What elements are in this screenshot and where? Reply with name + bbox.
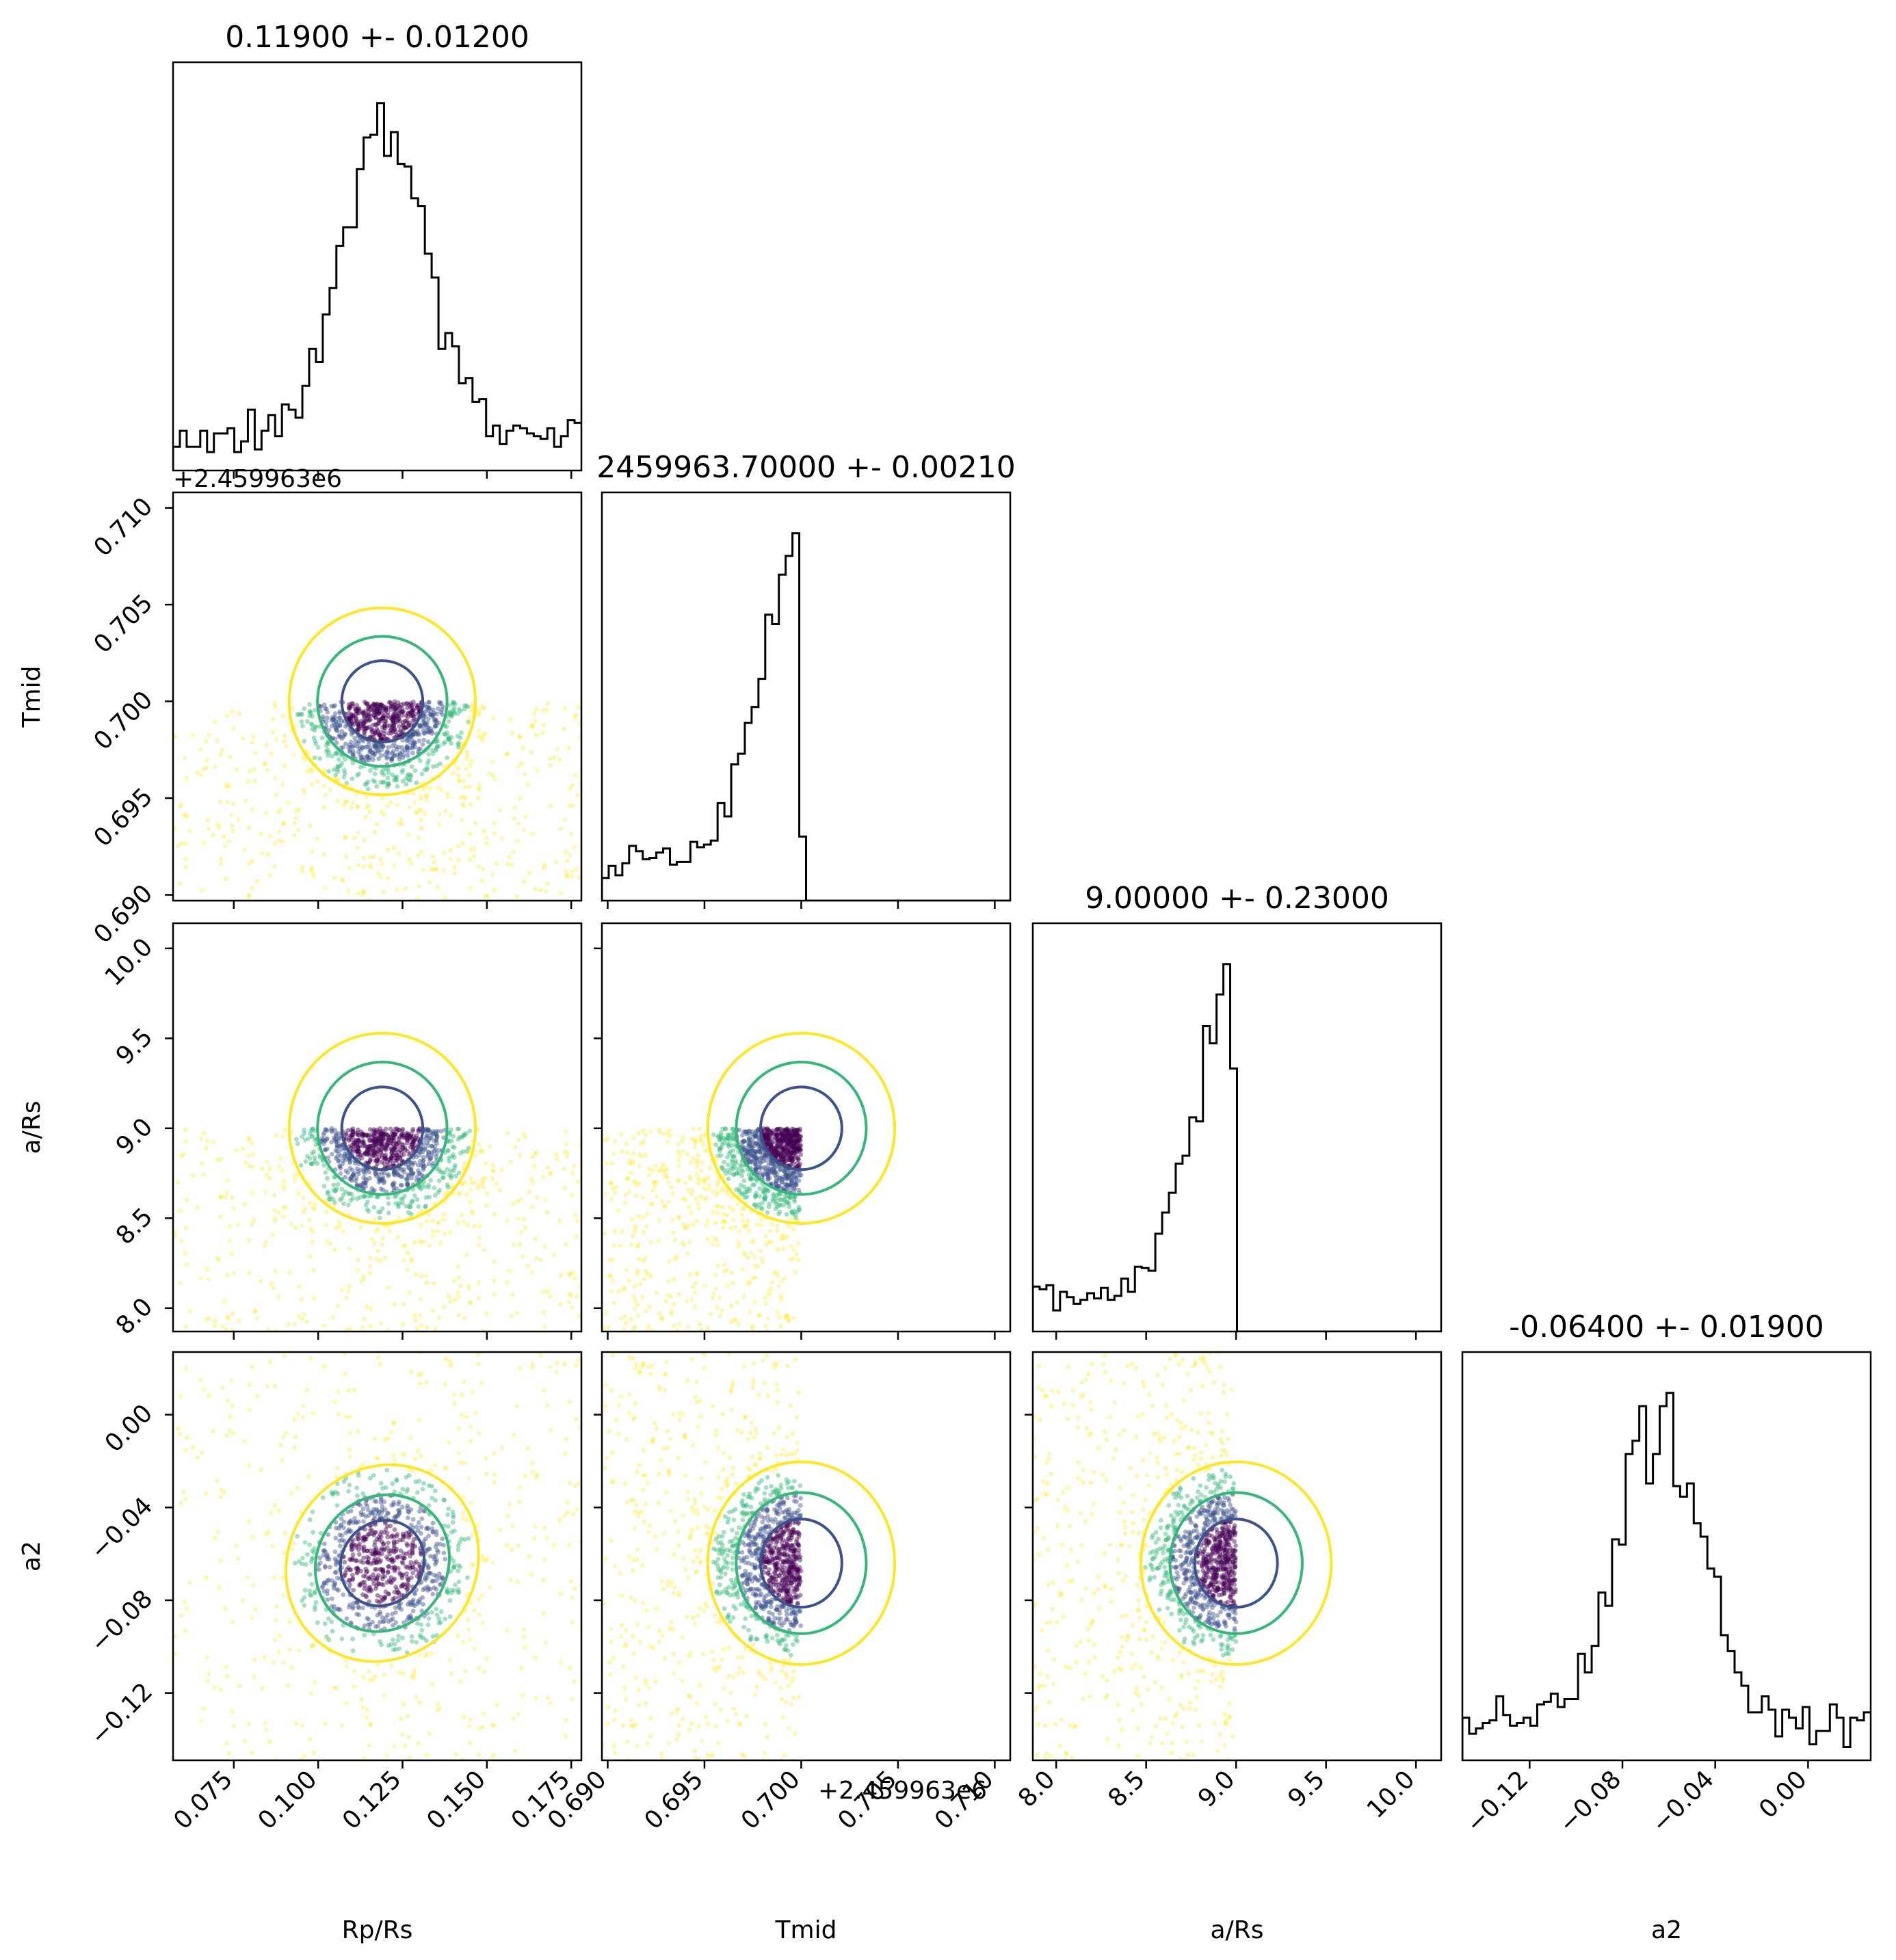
x-tick-label: −0.08 bbox=[1553, 1765, 1627, 1838]
x-tick-label: 0.695 bbox=[639, 1765, 709, 1835]
x-tick-label: 0.100 bbox=[253, 1765, 323, 1835]
hist-3 bbox=[1462, 1392, 1871, 1760]
x-tick-label: 0.00 bbox=[1754, 1765, 1813, 1824]
x-tick-label: 8.5 bbox=[1103, 1765, 1150, 1812]
x-tick-label: 0.125 bbox=[337, 1765, 407, 1835]
scatter-panel-1-0 bbox=[165, 491, 583, 909]
x-tick-label: 0.075 bbox=[168, 1765, 238, 1835]
panel-frame bbox=[601, 922, 1012, 1333]
y-tick-label: 8.0 bbox=[111, 1293, 158, 1340]
y-tick-label: 0.695 bbox=[88, 782, 158, 852]
scatter-panel-3-1 bbox=[594, 1351, 1012, 1769]
x-tick-label: −0.12 bbox=[1461, 1765, 1534, 1838]
x-tick-label: 0.700 bbox=[736, 1765, 806, 1835]
y-tick-label: 0.705 bbox=[88, 589, 158, 659]
y-tick-label: 9.5 bbox=[111, 1023, 158, 1070]
panel-title-0: 0.11900 +- 0.01200 bbox=[225, 20, 529, 55]
x-tick-label: 9.5 bbox=[1283, 1765, 1330, 1812]
panel-frame bbox=[172, 491, 583, 902]
panel-frame bbox=[601, 1351, 1012, 1762]
y-tick-label: 9.0 bbox=[111, 1113, 158, 1160]
y-axis-label-3: a2 bbox=[18, 1541, 46, 1572]
scatter-panel-2-0 bbox=[165, 922, 583, 1340]
scatter-panel-3-2 bbox=[1025, 1351, 1443, 1769]
panel-title-3: -0.06400 +- 0.01900 bbox=[1509, 1310, 1824, 1345]
y-axis-label-1: Tmid bbox=[18, 666, 46, 728]
y-tick-label: 0.690 bbox=[88, 879, 158, 949]
panel-frame bbox=[601, 491, 1012, 902]
y-tick-label: −0.04 bbox=[85, 1492, 158, 1565]
x-tick-label: 10.0 bbox=[1362, 1765, 1421, 1824]
x-axis-label-1: Tmid bbox=[775, 1916, 837, 1944]
hist-2 bbox=[1033, 963, 1441, 1332]
y-axis-label-2: a/Rs bbox=[18, 1101, 46, 1154]
y-tick-label: 0.710 bbox=[88, 492, 158, 562]
panel-frame bbox=[172, 1351, 583, 1762]
offset-text: +2.459963e6 bbox=[818, 1777, 987, 1805]
x-tick-label: 8.0 bbox=[1013, 1765, 1060, 1812]
hist-0 bbox=[173, 102, 581, 471]
y-tick-label: 0.700 bbox=[88, 686, 158, 756]
scatter-panel-2-1 bbox=[594, 922, 1012, 1340]
y-tick-label: 0.00 bbox=[100, 1399, 159, 1458]
panel-title-2: 9.00000 +- 0.23000 bbox=[1085, 881, 1389, 916]
hist-panel-2 bbox=[1031, 922, 1443, 1340]
hist-1 bbox=[602, 532, 1010, 901]
y-tick-label: −0.12 bbox=[85, 1678, 158, 1751]
panel-frame bbox=[172, 922, 583, 1333]
y-tick-label: 8.5 bbox=[111, 1203, 158, 1250]
panel-frame bbox=[172, 61, 583, 472]
panel-frame bbox=[1031, 922, 1443, 1333]
panel-title-1: 2459963.70000 +- 0.00210 bbox=[596, 450, 1016, 485]
hist-panel-3 bbox=[1461, 1351, 1872, 1769]
hist-panel-0 bbox=[172, 61, 583, 479]
hist-panel-1 bbox=[601, 491, 1012, 909]
x-tick-label: −0.04 bbox=[1646, 1765, 1720, 1838]
panel-frame bbox=[1031, 1351, 1443, 1762]
scatter-panel-3-0 bbox=[165, 1351, 583, 1769]
x-axis-label-0: Rp/Rs bbox=[342, 1916, 413, 1944]
x-tick-label: 9.0 bbox=[1193, 1765, 1240, 1812]
x-axis-label-3: a2 bbox=[1651, 1916, 1682, 1944]
panel-frame bbox=[1461, 1351, 1872, 1762]
offset-text-top: +2.459963e6 bbox=[173, 465, 342, 493]
x-axis-label-2: a/Rs bbox=[1211, 1916, 1264, 1944]
y-tick-label: −0.08 bbox=[85, 1585, 158, 1658]
x-tick-label: 0.150 bbox=[421, 1765, 491, 1835]
